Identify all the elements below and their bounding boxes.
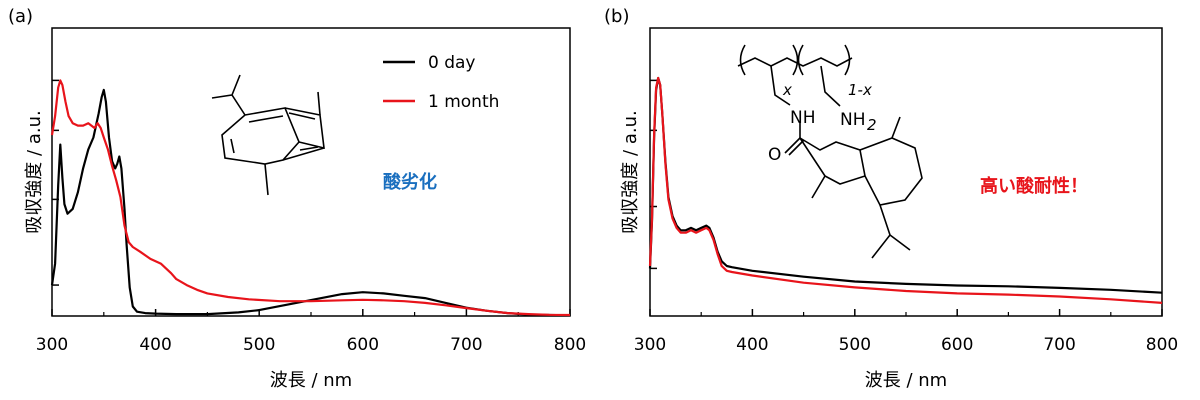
svg-text:x: x — [782, 81, 792, 99]
x-tick-label: 300 — [36, 335, 68, 355]
panel-a-x-tick-labels: 300 400 500 600 700 800 — [36, 335, 586, 355]
panel-b-annotation: 高い酸耐性！ — [980, 175, 1088, 197]
legend-label-0-day: 0 day — [428, 53, 476, 73]
panel-b-frame — [649, 27, 1163, 317]
panel-b-y-axis-title: 吸収強度 / a.u. — [620, 110, 641, 233]
panel-b: (b) 300 400 500 600 700 800 波長 / nm 吸収強度 / a.… — [604, 6, 1178, 391]
svg-text:NH: NH — [840, 110, 866, 130]
panel-b-x-axis-title: 波長 / nm — [865, 370, 947, 391]
x-tick-label: 800 — [554, 335, 586, 355]
x-tick-label: 500 — [839, 335, 871, 355]
guaiazulene-structure — [211, 74, 325, 196]
svg-text:O: O — [768, 145, 781, 165]
panel-b-series-red-line — [648, 76, 1163, 304]
panel-a-x-axis-title: 波長 / nm — [270, 370, 352, 391]
panel-a: (a) 300 400 500 600 700 800 波長 / nm 吸収強度 / a.… — [8, 6, 586, 391]
x-tick-label: 700 — [1043, 335, 1075, 355]
x-tick-label: 400 — [139, 335, 171, 355]
panel-b-x-tick-labels: 300 400 500 600 700 800 — [634, 335, 1178, 355]
svg-text:NH: NH — [790, 108, 816, 128]
x-tick-label: 400 — [736, 335, 768, 355]
panel-a-annotation: 酸劣化 — [383, 171, 437, 193]
panel-a-series-0-day-line — [50, 88, 571, 317]
svg-text:2: 2 — [867, 116, 877, 134]
panel-a-label: (a) — [8, 6, 33, 27]
x-tick-label: 300 — [634, 335, 666, 355]
panel-b-x-ticks — [649, 309, 1163, 316]
svg-text:1-x: 1-x — [848, 81, 872, 99]
x-tick-label: 500 — [243, 335, 275, 355]
panel-a-legend: 0 day 1 month — [383, 53, 499, 112]
panel-a-series-1-month-line — [50, 79, 571, 317]
panel-b-label: (b) — [604, 6, 629, 27]
x-tick-label: 700 — [450, 335, 482, 355]
x-tick-label: 800 — [1146, 335, 1178, 355]
x-tick-label: 600 — [941, 335, 973, 355]
legend-label-1-month: 1 month — [428, 92, 499, 112]
panel-a-y-axis-title: 吸収強度 / a.u. — [24, 110, 45, 233]
polymer-structure: NH NH 2 O x 1-x — [737, 44, 923, 259]
panel-a-x-ticks — [51, 309, 571, 316]
x-tick-label: 600 — [347, 335, 379, 355]
